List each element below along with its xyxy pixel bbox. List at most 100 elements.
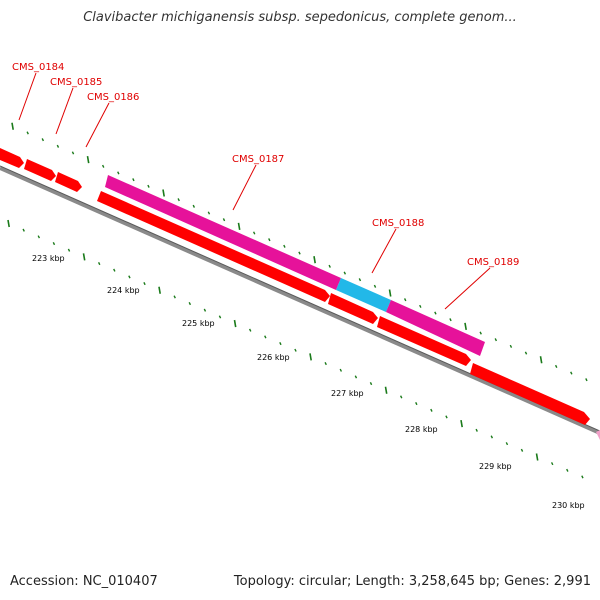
minor-tick [41, 138, 45, 142]
minor-tick [373, 284, 377, 288]
major-tick [82, 253, 86, 261]
minor-tick [403, 298, 407, 302]
leader-cms-0189 [444, 267, 491, 310]
kbp-label-230: 230 kbp [552, 501, 585, 510]
minor-tick [22, 228, 25, 232]
minor-tick [222, 218, 226, 222]
major-tick [464, 322, 467, 331]
minor-tick [52, 241, 56, 246]
cds-arrow-lower-1[interactable] [97, 191, 330, 302]
genome-summary-text: Topology: circular; Length: 3,258,645 bp… [233, 574, 591, 589]
minor-tick [354, 375, 358, 379]
leader-cms-0187 [232, 164, 257, 211]
minor-tick [570, 371, 573, 375]
minor-tick [339, 368, 343, 372]
kbp-label-224: 224 kbp [107, 286, 140, 295]
cds-arrow-lower-3[interactable] [377, 316, 471, 366]
minor-tick [294, 348, 297, 352]
minor-tick [419, 304, 422, 308]
minor-tick [430, 408, 433, 412]
cds-arrow-cms-0187[interactable] [105, 175, 341, 290]
gene-label-cms-0189: CMS_0189 [467, 257, 519, 268]
gene-label-cms-0187: CMS_0187 [232, 154, 284, 165]
major-tick [539, 356, 543, 364]
cds-arrow-lower-4[interactable] [470, 363, 590, 425]
kbp-label-227: 227 kbp [331, 389, 364, 398]
minor-tick [207, 211, 211, 215]
minor-tick [279, 342, 282, 346]
minor-tick [328, 264, 331, 268]
minor-tick [268, 238, 271, 242]
gene-label-cms-0185: CMS_0185 [50, 77, 102, 88]
leader-cms-0188 [371, 228, 397, 274]
minor-tick [56, 144, 60, 148]
cds-arrow-cms-0189[interactable] [386, 300, 485, 356]
gene-label-cms-0186: CMS_0186 [87, 92, 139, 103]
major-tick [384, 386, 388, 394]
kbp-label-223: 223 kbp [32, 254, 65, 263]
minor-tick [188, 302, 192, 306]
map-title: Clavibacter michiganensis subsp. sepedon… [83, 10, 517, 25]
minor-tick [132, 178, 135, 182]
major-tick [309, 353, 312, 361]
major-tick [313, 256, 316, 264]
minor-tick [26, 131, 29, 135]
minor-tick [415, 402, 418, 406]
major-tick [460, 419, 463, 428]
major-tick [535, 453, 539, 461]
major-tick [388, 289, 392, 297]
minor-tick [218, 315, 222, 319]
kbp-label-229: 229 kbp [479, 462, 512, 471]
cds-arrow-lower-2[interactable] [328, 293, 378, 324]
cds-arrow-cms-0186[interactable] [55, 172, 82, 192]
leader-cms-0185 [55, 87, 74, 135]
major-tick [162, 189, 165, 197]
minor-tick [475, 428, 478, 432]
minor-tick [490, 435, 494, 439]
kbp-label-226: 226 kbp [257, 353, 290, 362]
minor-tick [113, 268, 116, 272]
major-tick [86, 156, 90, 164]
minor-tick [585, 378, 588, 382]
minor-tick [550, 462, 554, 466]
minor-tick [248, 328, 252, 332]
cds-arrow-cms-0184[interactable] [0, 148, 24, 168]
minor-tick [67, 248, 71, 252]
minor-tick [449, 318, 452, 322]
major-tick [158, 286, 161, 294]
genome-backbone [0, 166, 600, 435]
minor-tick [117, 171, 120, 175]
major-tick [237, 222, 241, 230]
kbp-label-225: 225 kbp [182, 319, 215, 328]
minor-tick [399, 395, 403, 399]
kbp-label-228: 228 kbp [405, 425, 438, 434]
minor-tick [479, 331, 482, 335]
cds-arrow-cms-0185[interactable] [24, 159, 56, 181]
accession-text: Accession: NC_010407 [10, 574, 158, 589]
minor-tick [97, 261, 101, 266]
minor-tick [71, 151, 75, 155]
cds-arrow-cms-0188[interactable] [336, 278, 391, 312]
leader-cms-0186 [85, 102, 110, 148]
outer-tick-marks [11, 122, 588, 382]
minor-tick [554, 364, 558, 368]
leader-cms-0184 [18, 72, 37, 121]
minor-tick [445, 415, 448, 419]
cds-arrow-edge [596, 430, 600, 440]
minor-tick [324, 362, 327, 366]
minor-tick [37, 235, 41, 239]
minor-tick [581, 475, 584, 479]
minor-tick [509, 344, 513, 348]
minor-tick [252, 231, 256, 235]
minor-tick [173, 295, 176, 299]
minor-tick [566, 468, 569, 472]
minor-tick [147, 184, 150, 188]
major-tick [233, 319, 237, 328]
minor-tick [177, 198, 180, 202]
minor-tick [434, 311, 437, 315]
minor-tick [505, 442, 509, 446]
minor-tick [264, 335, 267, 339]
major-tick [7, 219, 10, 228]
minor-tick [358, 278, 362, 282]
